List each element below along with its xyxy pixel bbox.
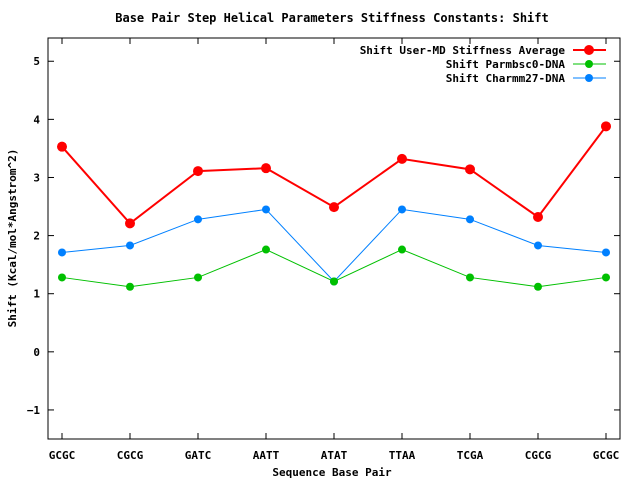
data-point: [329, 202, 339, 213]
data-point: [466, 215, 474, 224]
x-tick-label: AATT: [253, 449, 280, 462]
data-point: [57, 141, 67, 152]
x-axis: GCGC CGCG GATC AATT ATAT TTAA TCGA CGCG GCGC: [49, 38, 620, 462]
data-point: [602, 273, 610, 282]
data-point: [465, 164, 475, 175]
series-2: [58, 205, 610, 286]
y-tick-label: 2: [33, 230, 40, 243]
data-point: [193, 166, 203, 177]
plot-frame: [47, 37, 621, 440]
data-point: [126, 241, 134, 250]
x-tick-label: TCGA: [457, 449, 484, 462]
x-tick-label: CGCG: [117, 449, 144, 462]
legend-label: Shift Parmbsc0-DNA: [446, 58, 566, 71]
legend-marker: [584, 45, 594, 55]
x-axis-label: Sequence Base Pair: [272, 466, 392, 479]
legend-marker: [585, 74, 593, 82]
data-point: [262, 245, 270, 254]
data-point: [534, 241, 542, 250]
x-tick-label: GCGC: [49, 449, 76, 462]
data-point: [330, 277, 338, 286]
x-tick-label: CGCG: [525, 449, 552, 462]
series-group: [57, 121, 611, 291]
data-point: [398, 205, 406, 214]
data-point: [466, 273, 474, 282]
data-point: [261, 163, 271, 174]
data-point: [398, 245, 406, 254]
series-1: [58, 245, 610, 291]
data-point: [262, 205, 270, 214]
y-tick-label: 5: [33, 55, 40, 68]
y-tick-label: 0: [33, 346, 40, 359]
y-tick-label: 1: [33, 288, 40, 301]
chart-title: Base Pair Step Helical Parameters Stiffn…: [115, 11, 548, 25]
series-0: [57, 121, 611, 229]
legend-marker: [585, 60, 593, 68]
x-tick-label: GCGC: [593, 449, 620, 462]
data-point: [397, 153, 407, 164]
x-tick-label: TTAA: [389, 449, 416, 462]
y-tick-label: −1: [27, 404, 41, 417]
y-tick-label: 4: [33, 113, 40, 126]
legend-label: Shift User-MD Stiffness Average: [360, 44, 566, 57]
y-axis-label: Shift (Kcal/mol*Angstrom^2): [6, 149, 19, 328]
data-point: [533, 211, 543, 222]
data-point: [534, 282, 542, 291]
data-point: [194, 273, 202, 282]
data-point: [126, 282, 134, 291]
x-tick-label: ATAT: [321, 449, 348, 462]
data-point: [194, 215, 202, 224]
data-point: [602, 248, 610, 257]
y-axis: −1 0 1 2 3 4 5: [27, 55, 620, 417]
data-point: [125, 218, 135, 229]
data-point: [58, 248, 66, 257]
data-point: [58, 273, 66, 282]
series-line: [61, 208, 607, 283]
y-tick-label: 3: [33, 171, 40, 184]
x-tick-label: GATC: [185, 449, 212, 462]
data-point: [601, 121, 611, 132]
legend-label: Shift Charmm27-DNA: [446, 72, 566, 85]
